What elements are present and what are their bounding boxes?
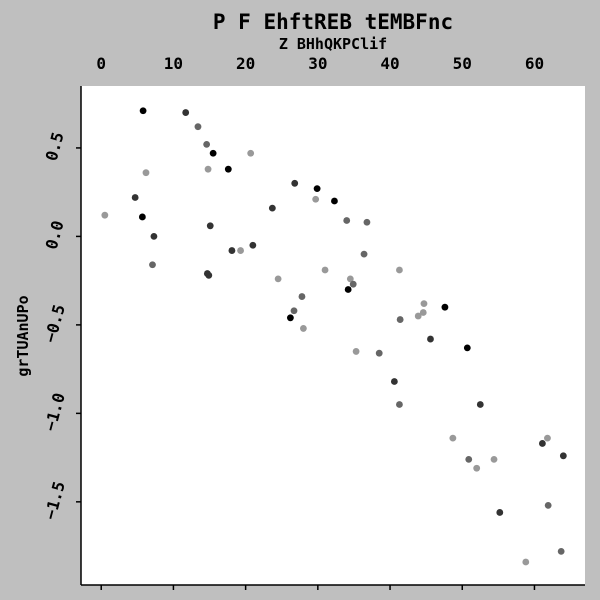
data-point bbox=[313, 185, 321, 193]
data-point bbox=[299, 325, 307, 332]
data-point bbox=[298, 293, 306, 300]
data-point bbox=[247, 149, 255, 157]
data-point bbox=[237, 247, 244, 254]
x-tick-label: 20 bbox=[236, 54, 255, 73]
data-point bbox=[390, 378, 398, 385]
data-point bbox=[150, 233, 158, 240]
y-tick-label: −1.5 bbox=[41, 479, 69, 521]
data-point bbox=[203, 140, 211, 148]
data-point bbox=[419, 309, 427, 316]
x-tick-label: 50 bbox=[453, 54, 472, 73]
data-point bbox=[441, 303, 449, 311]
data-point bbox=[138, 213, 146, 221]
data-point bbox=[205, 271, 213, 279]
x-tick-label: 40 bbox=[380, 54, 399, 73]
y-axis-ticks: 0.5 0.0 −0.5 −1.0 −1.5 bbox=[41, 130, 81, 521]
y-axis-label: grTUAnUPo bbox=[14, 295, 32, 376]
data-point bbox=[473, 464, 481, 472]
data-point bbox=[312, 195, 320, 203]
data-point bbox=[291, 179, 299, 187]
x-tick-label: 60 bbox=[525, 54, 544, 73]
data-point bbox=[209, 149, 217, 157]
data-point bbox=[396, 401, 403, 408]
data-point bbox=[476, 401, 484, 408]
data-point bbox=[557, 547, 565, 555]
data-point bbox=[346, 275, 354, 283]
data-point bbox=[375, 349, 383, 357]
data-point bbox=[228, 247, 236, 254]
y-tick-label: 0.5 bbox=[42, 130, 68, 163]
data-point bbox=[321, 266, 329, 274]
data-point bbox=[352, 348, 360, 355]
data-point bbox=[131, 194, 139, 201]
data-point bbox=[206, 222, 214, 230]
data-point bbox=[538, 440, 546, 447]
data-point bbox=[139, 107, 147, 115]
data-point bbox=[544, 501, 552, 509]
data-point bbox=[396, 316, 404, 323]
data-point bbox=[149, 261, 156, 269]
data-point bbox=[286, 314, 294, 322]
y-tick-label: 0.0 bbox=[42, 219, 68, 252]
data-point bbox=[331, 197, 338, 205]
data-point bbox=[522, 558, 530, 566]
plot-area bbox=[81, 86, 585, 585]
data-point bbox=[249, 241, 257, 249]
data-point bbox=[142, 169, 150, 177]
data-point bbox=[463, 344, 471, 352]
data-point bbox=[290, 307, 298, 315]
x-axis-label: Z BHhQKPClif bbox=[279, 35, 387, 53]
data-point bbox=[349, 280, 357, 288]
data-point bbox=[544, 434, 551, 442]
data-point bbox=[204, 165, 212, 173]
data-point bbox=[194, 123, 202, 131]
data-point bbox=[414, 312, 422, 320]
data-point bbox=[559, 452, 567, 460]
x-tick-label: 30 bbox=[308, 54, 327, 73]
data-point bbox=[420, 300, 428, 308]
x-tick-label: 10 bbox=[164, 54, 183, 73]
data-point bbox=[490, 455, 498, 463]
x-axis-ticks: 0 10 20 30 40 50 60 bbox=[96, 54, 544, 590]
data-point bbox=[182, 109, 190, 116]
y-tick-label: −1.0 bbox=[41, 391, 69, 433]
data-point bbox=[274, 275, 282, 283]
data-point bbox=[465, 455, 473, 463]
data-point bbox=[268, 204, 276, 212]
data-point bbox=[396, 266, 403, 274]
data-point bbox=[344, 286, 352, 293]
data-point bbox=[427, 335, 434, 343]
data-point bbox=[363, 218, 371, 226]
x-tick-label: 0 bbox=[96, 54, 106, 73]
data-point bbox=[360, 250, 368, 258]
data-point bbox=[449, 434, 457, 442]
scatter-points bbox=[101, 107, 567, 566]
data-point bbox=[343, 217, 351, 224]
y-tick-label: −0.5 bbox=[41, 302, 69, 344]
data-point bbox=[224, 165, 232, 173]
chart-title: P F EhftREB tEMBFnc bbox=[213, 10, 453, 34]
data-point bbox=[496, 509, 504, 516]
data-point bbox=[101, 211, 109, 219]
